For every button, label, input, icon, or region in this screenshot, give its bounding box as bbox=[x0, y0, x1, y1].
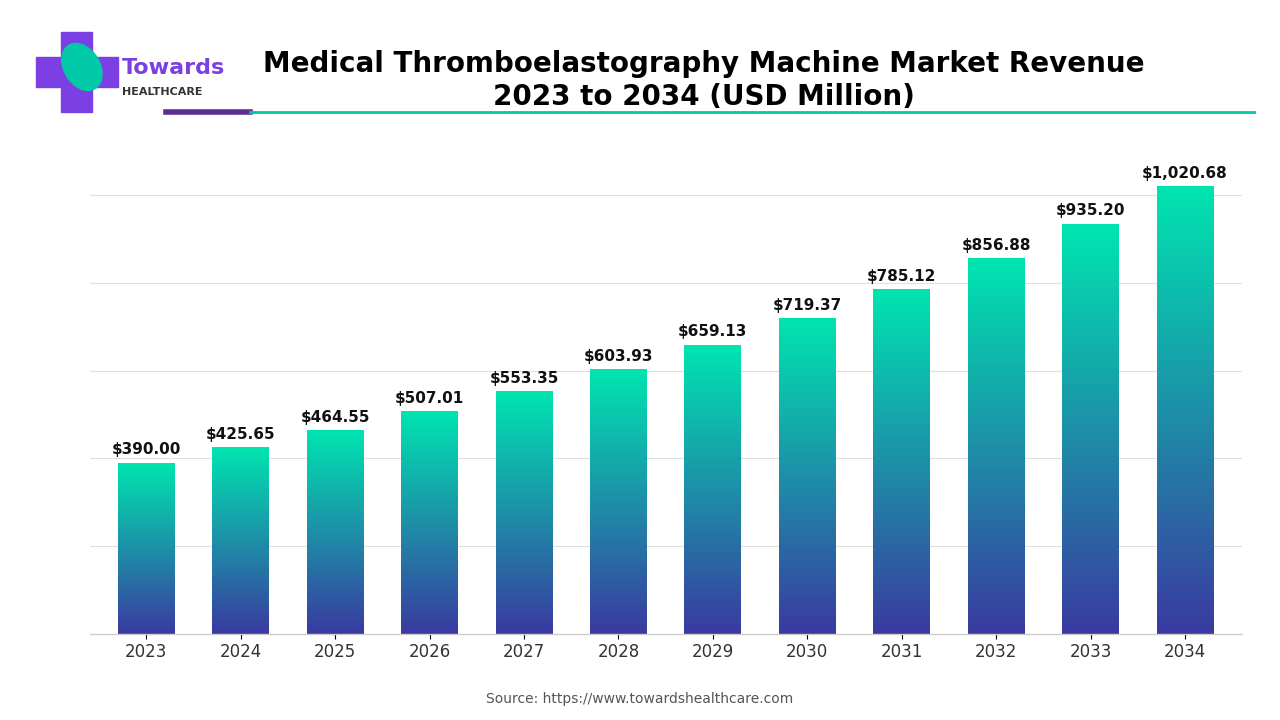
Text: $464.55: $464.55 bbox=[301, 410, 370, 425]
Bar bbox=[61, 32, 92, 112]
Text: $785.12: $785.12 bbox=[867, 269, 937, 284]
Text: $553.35: $553.35 bbox=[489, 371, 558, 386]
Text: $425.65: $425.65 bbox=[206, 427, 275, 442]
Ellipse shape bbox=[61, 43, 102, 91]
Text: Medical Thromboelastography Machine Market Revenue
2023 to 2034 (USD Million): Medical Thromboelastography Machine Mark… bbox=[264, 50, 1144, 111]
Text: $659.13: $659.13 bbox=[678, 325, 748, 339]
Text: Towards: Towards bbox=[122, 58, 225, 78]
Text: $856.88: $856.88 bbox=[961, 238, 1030, 253]
Text: $390.00: $390.00 bbox=[111, 442, 180, 457]
Bar bbox=[36, 57, 118, 87]
Text: $507.01: $507.01 bbox=[396, 391, 465, 406]
Text: HEALTHCARE: HEALTHCARE bbox=[122, 87, 202, 97]
Text: $603.93: $603.93 bbox=[584, 348, 653, 364]
Text: Source: https://www.towardshealthcare.com: Source: https://www.towardshealthcare.co… bbox=[486, 692, 794, 706]
Text: $719.37: $719.37 bbox=[773, 298, 842, 313]
Text: $1,020.68: $1,020.68 bbox=[1142, 166, 1228, 181]
Text: $935.20: $935.20 bbox=[1056, 204, 1125, 218]
